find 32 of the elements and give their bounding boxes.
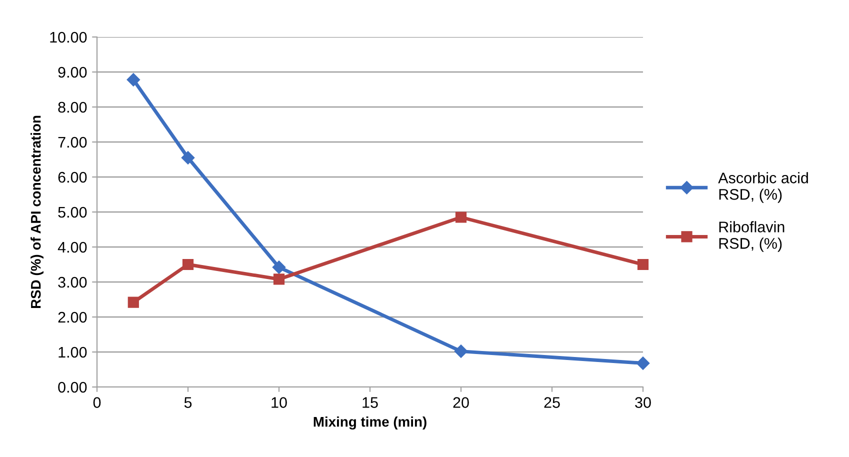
point xyxy=(272,260,286,274)
point xyxy=(455,212,467,223)
legend-label: Ascorbic acid RSD, (%) xyxy=(718,172,808,203)
y-tick-label: 5.00 xyxy=(58,206,87,218)
y-tick-label: 3.00 xyxy=(58,276,87,288)
point xyxy=(637,258,649,270)
point xyxy=(182,258,194,270)
x-tick-label: 20 xyxy=(453,397,469,408)
point xyxy=(273,274,285,285)
y-tick-label: 8.00 xyxy=(58,102,87,113)
x-tick-label: 5 xyxy=(184,397,192,408)
y-tick-label: 2.00 xyxy=(58,312,87,323)
point xyxy=(636,356,650,370)
y-tick-label: 10.00 xyxy=(50,32,87,43)
x-tick-label: 30 xyxy=(635,397,651,408)
point xyxy=(126,73,140,86)
x-tick-label: 10 xyxy=(272,397,287,408)
x-axis-title: Mixing time (min) xyxy=(314,416,426,430)
point xyxy=(181,151,195,164)
y-tick-label: 0.00 xyxy=(58,382,87,393)
y-axis-title: RSD (%) of API concentration xyxy=(30,116,44,308)
point xyxy=(128,296,139,308)
x-tick-label: 15 xyxy=(362,397,378,408)
point xyxy=(454,344,468,358)
y-tick-label: 9.00 xyxy=(58,66,87,78)
y-tick-label: 4.00 xyxy=(58,242,87,253)
y-tick-label: 6.00 xyxy=(58,172,87,183)
legend-label: Riboflavin RSD, (%) xyxy=(719,221,784,252)
y-tick-label: 7.00 xyxy=(58,136,87,148)
x-tick-label: 0 xyxy=(93,397,101,408)
y-tick-label: 1.00 xyxy=(58,346,87,358)
x-tick-label: 25 xyxy=(544,397,560,408)
